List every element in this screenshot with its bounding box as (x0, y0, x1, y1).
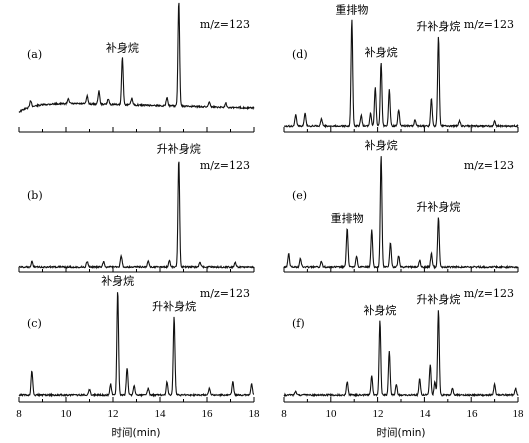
mz-annotation: m/z=123 (464, 159, 514, 172)
mz-annotation: m/z=123 (200, 287, 250, 300)
panel-label: (b) (27, 189, 43, 202)
x-tick-right-10: 10 (326, 408, 338, 420)
x-tick-left-18: 18 (249, 408, 261, 420)
mz-annotation: m/z=123 (200, 159, 250, 172)
peak-label: 重排物 (335, 2, 368, 16)
peak-label: 补身烷 (365, 45, 398, 59)
panel-label: (a) (27, 48, 42, 61)
peak-label: 升补身烷 (416, 200, 460, 214)
chromatogram-trace (283, 19, 519, 129)
x-axes: 8 10 12 14 16 18 8 10 12 14 16 18 时间(min… (16, 408, 524, 439)
chromatogram-trace (18, 2, 255, 113)
peak-label: 升补身烷 (416, 19, 460, 33)
x-tick-right-8: 8 (281, 408, 287, 420)
x-tick-right-14: 14 (420, 408, 432, 420)
x-axis-label-left: 时间(min) (112, 426, 161, 439)
mz-annotation: m/z=123 (464, 287, 514, 300)
panel-f: (f) m/z=123 补身烷 升补身烷 (283, 287, 519, 403)
peak-label: 重排物 (331, 211, 364, 225)
panel-label: (d) (292, 48, 308, 61)
peak-label: 补身烷 (363, 303, 396, 317)
x-axis-label-right: 时间(min) (377, 426, 426, 439)
peak-label: 升补身烷 (416, 292, 460, 306)
chromatogram-trace (283, 310, 519, 398)
panel-label: (f) (292, 317, 305, 330)
panel-b: (b) m/z=123 升补身烷 (18, 141, 255, 273)
peak-label: 补身烷 (106, 40, 139, 54)
x-tick-left-10: 10 (61, 408, 73, 420)
panel-label: (c) (27, 317, 42, 330)
x-tick-right-16: 16 (467, 408, 479, 420)
peak-label: 补身烷 (101, 274, 134, 288)
x-tick-left-12: 12 (108, 408, 119, 420)
x-tick-left-8: 8 (16, 408, 22, 420)
peak-label: 升补身烷 (157, 141, 201, 155)
chromatogram-trace (18, 292, 255, 398)
x-tick-right-18: 18 (513, 408, 525, 420)
x-tick-right-12: 12 (373, 408, 384, 420)
mz-annotation: m/z=123 (464, 18, 514, 31)
panel-label: (e) (292, 189, 307, 202)
x-tick-left-14: 14 (155, 408, 167, 420)
mz-annotation: m/z=123 (200, 18, 250, 31)
peak-label: 升补身烷 (152, 299, 196, 313)
chromatogram-trace (283, 156, 519, 270)
x-tick-left-16: 16 (202, 408, 214, 420)
chromatogram-trace (18, 161, 255, 270)
peak-label: 补身烷 (365, 138, 398, 152)
